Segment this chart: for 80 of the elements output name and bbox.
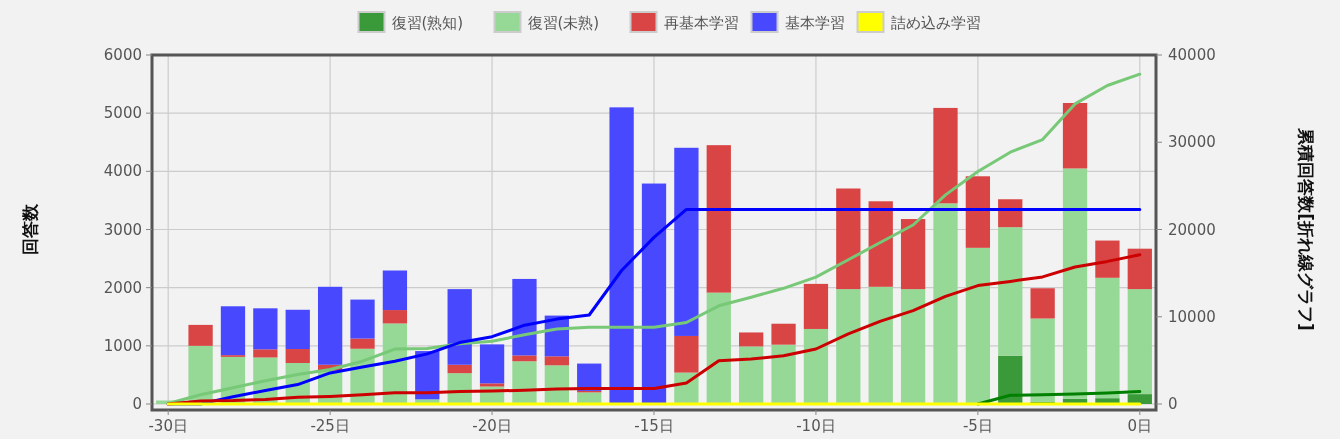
bar	[674, 147, 699, 336]
bar	[1030, 318, 1055, 402]
y2-tick-label: 20000	[1168, 220, 1216, 239]
line-series	[976, 390, 1142, 406]
bar	[512, 355, 537, 362]
bar	[220, 306, 246, 356]
bar	[382, 310, 408, 324]
bar	[1127, 394, 1152, 404]
bar	[706, 292, 731, 404]
bar	[739, 346, 764, 404]
bar	[1062, 102, 1088, 169]
bar	[674, 335, 699, 373]
y-tick-label: 1000	[103, 336, 142, 355]
y-axis-title: 回答数	[20, 203, 40, 255]
bar	[512, 278, 537, 356]
x-tick-label: -20日	[472, 417, 512, 435]
bar	[641, 183, 667, 404]
x-tick-label: -5日	[962, 417, 993, 435]
bar	[836, 188, 861, 290]
bar	[609, 107, 634, 404]
bar	[382, 270, 408, 311]
bar	[253, 308, 278, 350]
x-tick-label: -30日	[148, 417, 188, 435]
bar	[1127, 248, 1152, 290]
legend-label: 基本学習	[784, 14, 845, 32]
y2-tick-label: 10000	[1168, 307, 1216, 326]
bar	[803, 328, 829, 404]
bar	[350, 338, 375, 349]
bar	[1127, 289, 1152, 395]
bar	[998, 355, 1023, 404]
bar	[706, 145, 731, 293]
bar	[933, 107, 958, 204]
bar	[253, 349, 278, 358]
bar	[188, 324, 213, 346]
bar	[544, 356, 569, 366]
bar	[285, 309, 310, 350]
y-tick-label: 6000	[103, 46, 142, 64]
bar	[1095, 277, 1120, 399]
y-tick-label: 3000	[103, 220, 142, 239]
y2-tick-label: 0	[1168, 395, 1178, 413]
bar	[836, 289, 861, 404]
bar	[512, 361, 537, 404]
bar	[771, 323, 796, 345]
bar	[1062, 168, 1088, 399]
x-tick-label: -10日	[796, 417, 836, 435]
bar	[933, 203, 958, 404]
legend-label: 詰め込み学習	[890, 14, 981, 32]
y-tick-label: 0	[132, 395, 142, 413]
legend-label: 復習(熟知)	[391, 14, 464, 32]
y-tick-label: 2000	[103, 278, 142, 297]
legend-label: 再基本学習	[663, 14, 739, 32]
bar	[577, 392, 602, 404]
bar	[998, 227, 1023, 356]
bar	[317, 286, 343, 365]
x-tick-label: 0日	[1127, 417, 1153, 435]
legend-label: 復習(未熟)	[527, 14, 600, 32]
bar	[1095, 240, 1120, 278]
y2-tick-label: 40000	[1168, 46, 1216, 64]
bar	[771, 344, 796, 404]
bar	[350, 299, 375, 339]
bar	[447, 289, 472, 365]
bar	[285, 349, 310, 363]
bar	[479, 383, 505, 387]
y-tick-label: 5000	[103, 104, 142, 123]
bar	[965, 247, 991, 404]
bar	[900, 289, 926, 404]
bar	[868, 286, 893, 404]
bar	[1030, 288, 1055, 319]
x-tick-label: -15日	[634, 417, 674, 435]
y2-axis-title: 累積回答数[折れ線グラフ]	[1296, 127, 1316, 331]
bar	[803, 283, 829, 329]
bar	[900, 219, 926, 290]
bar	[447, 364, 472, 374]
x-tick-label: -25日	[310, 417, 350, 435]
bar	[739, 332, 764, 347]
bar	[868, 201, 893, 287]
bar	[479, 344, 505, 384]
bar	[965, 176, 991, 248]
y2-tick-label: 30000	[1168, 133, 1216, 152]
y-tick-label: 4000	[103, 162, 142, 181]
